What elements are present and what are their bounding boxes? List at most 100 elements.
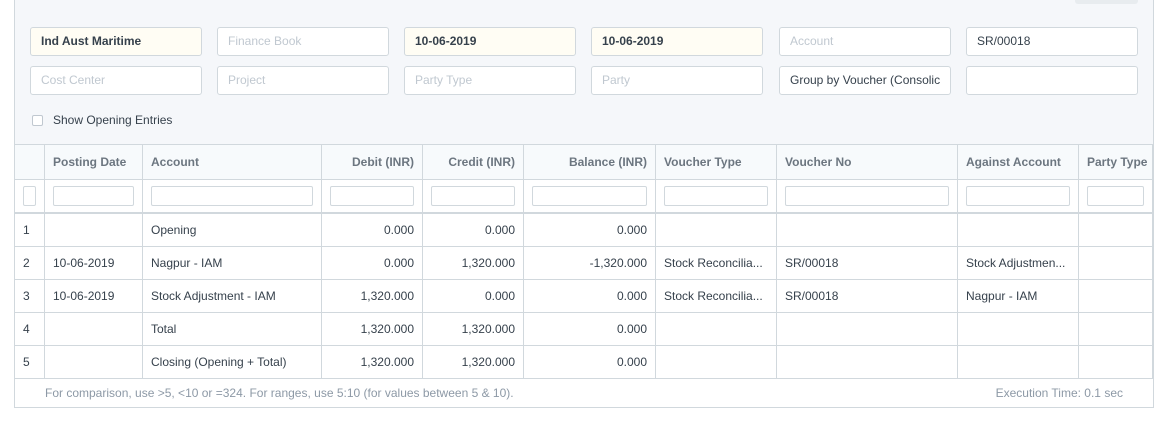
filter-cell xyxy=(423,180,524,212)
button[interactable] xyxy=(1075,0,1138,4)
column-filter[interactable] xyxy=(53,186,134,206)
checkbox-label[interactable]: Show Opening Entries xyxy=(53,113,173,127)
data-row: 2 10-06-2019 Nagpur - IAM 0.000 1,320.000 -1,… xyxy=(15,247,1153,280)
table-cell: -1,320.000 xyxy=(524,247,656,279)
table-cell: Total xyxy=(143,313,322,345)
table-cell xyxy=(777,214,958,246)
row-number: 3 xyxy=(15,280,45,312)
table-cell: 1,320.000 xyxy=(423,247,524,279)
table-cell: 1,320.000 xyxy=(322,346,423,378)
table-cell xyxy=(656,214,777,246)
table-cell xyxy=(1079,280,1153,312)
footer-hint: For comparison, use >5, <10 or =324. For… xyxy=(45,386,514,400)
filter-area xyxy=(15,0,1153,145)
column-header[interactable]: Posting Date xyxy=(45,145,143,179)
filter-cell xyxy=(524,180,656,212)
row-number: 2 xyxy=(15,247,45,279)
table-cell: Opening xyxy=(143,214,322,246)
data-row: 1 Opening 0.000 0.000 0.000 xyxy=(15,214,1153,247)
execution-time: Execution Time: 0.1 sec xyxy=(995,386,1123,400)
data-row: 5 Closing (Opening + Total) 1,320.000 1,320… xyxy=(15,346,1153,379)
filter-field[interactable]: Ind Aust Maritime xyxy=(30,27,202,56)
column-filter[interactable] xyxy=(330,186,414,206)
table-cell: Nagpur - IAM xyxy=(958,280,1079,312)
filter-field[interactable]: Account xyxy=(779,27,951,56)
table-cell xyxy=(45,313,143,345)
data-row: 3 10-06-2019 Stock Adjustment - IAM 1,320.0… xyxy=(15,280,1153,313)
table-cell: SR/00018 xyxy=(777,247,958,279)
table-cell xyxy=(656,313,777,345)
table-cell xyxy=(958,214,1079,246)
filter-cell xyxy=(143,180,322,212)
column-filter[interactable] xyxy=(785,186,949,206)
column-header[interactable] xyxy=(15,145,45,179)
table-cell xyxy=(45,214,143,246)
column-header[interactable]: Credit (INR) xyxy=(423,145,524,179)
filter-field[interactable] xyxy=(966,66,1138,95)
filter-cell xyxy=(45,180,143,212)
header-row: Posting Date Account Debit (INR) Credit (IN… xyxy=(15,145,1153,180)
table-cell: 10-06-2019 xyxy=(45,247,143,279)
report-panel xyxy=(14,0,1154,408)
filter-field[interactable]: Party xyxy=(591,66,763,95)
filter-cell xyxy=(1079,180,1153,212)
column-header[interactable]: Party Type xyxy=(1079,145,1153,179)
column-filter[interactable] xyxy=(532,186,647,206)
table-cell xyxy=(1079,313,1153,345)
table-cell: 0.000 xyxy=(524,346,656,378)
filter-cell xyxy=(322,180,423,212)
column-header[interactable]: Balance (INR) xyxy=(524,145,656,179)
table-cell: Closing (Opening + Total) xyxy=(143,346,322,378)
column-header[interactable]: Voucher Type xyxy=(656,145,777,179)
table-cell: SR/00018 xyxy=(777,280,958,312)
filter-cell xyxy=(777,180,958,212)
table-cell xyxy=(1079,247,1153,279)
row-number: 4 xyxy=(15,313,45,345)
table-cell: 0.000 xyxy=(322,247,423,279)
column-header[interactable]: Voucher No xyxy=(777,145,958,179)
column-filter[interactable] xyxy=(966,186,1070,206)
filter-field[interactable]: Party Type xyxy=(404,66,576,95)
checkbox[interactable] xyxy=(32,115,43,126)
table-cell: 0.000 xyxy=(524,313,656,345)
table-cell xyxy=(45,346,143,378)
table-cell: 0.000 xyxy=(322,214,423,246)
column-header[interactable]: Against Account xyxy=(958,145,1079,179)
column-filter[interactable] xyxy=(151,186,313,206)
table-cell: 0.000 xyxy=(423,280,524,312)
table-cell: 0.000 xyxy=(524,214,656,246)
table-cell: 1,320.000 xyxy=(423,313,524,345)
filter-field[interactable]: Finance Book xyxy=(217,27,389,56)
table-cell xyxy=(777,346,958,378)
table-cell xyxy=(777,313,958,345)
table-cell: Stock Adjustmen... xyxy=(958,247,1079,279)
filter-field[interactable]: Project xyxy=(217,66,389,95)
column-filter[interactable] xyxy=(1087,186,1144,206)
table-cell xyxy=(958,313,1079,345)
table-cell: 10-06-2019 xyxy=(45,280,143,312)
row-number: 5 xyxy=(15,346,45,378)
table-cell: Stock Reconcilia... xyxy=(656,280,777,312)
filter-field[interactable]: 10-06-2019 xyxy=(404,27,576,56)
column-header[interactable]: Account xyxy=(143,145,322,179)
table-cell: 1,320.000 xyxy=(423,346,524,378)
table-cell xyxy=(1079,346,1153,378)
filter-field[interactable]: Cost Center xyxy=(30,66,202,95)
table-cell: 0.000 xyxy=(524,280,656,312)
column-filter[interactable] xyxy=(431,186,515,206)
table-cell xyxy=(958,346,1079,378)
table-cell: Nagpur - IAM xyxy=(143,247,322,279)
column-filter[interactable] xyxy=(664,186,768,206)
row-number: 1 xyxy=(15,214,45,246)
column-filter[interactable] xyxy=(23,186,36,206)
filter-field[interactable]: SR/00018 xyxy=(966,27,1138,56)
table-cell: Stock Reconcilia... xyxy=(656,247,777,279)
filter-field[interactable]: 10-06-2019 xyxy=(591,27,763,56)
table-cell xyxy=(656,346,777,378)
filter-field[interactable]: Group by Voucher (Consolic xyxy=(779,66,951,95)
column-header[interactable]: Debit (INR) xyxy=(322,145,423,179)
filter-cell xyxy=(656,180,777,212)
table-cell: Stock Adjustment - IAM xyxy=(143,280,322,312)
filter-cell xyxy=(15,180,45,212)
